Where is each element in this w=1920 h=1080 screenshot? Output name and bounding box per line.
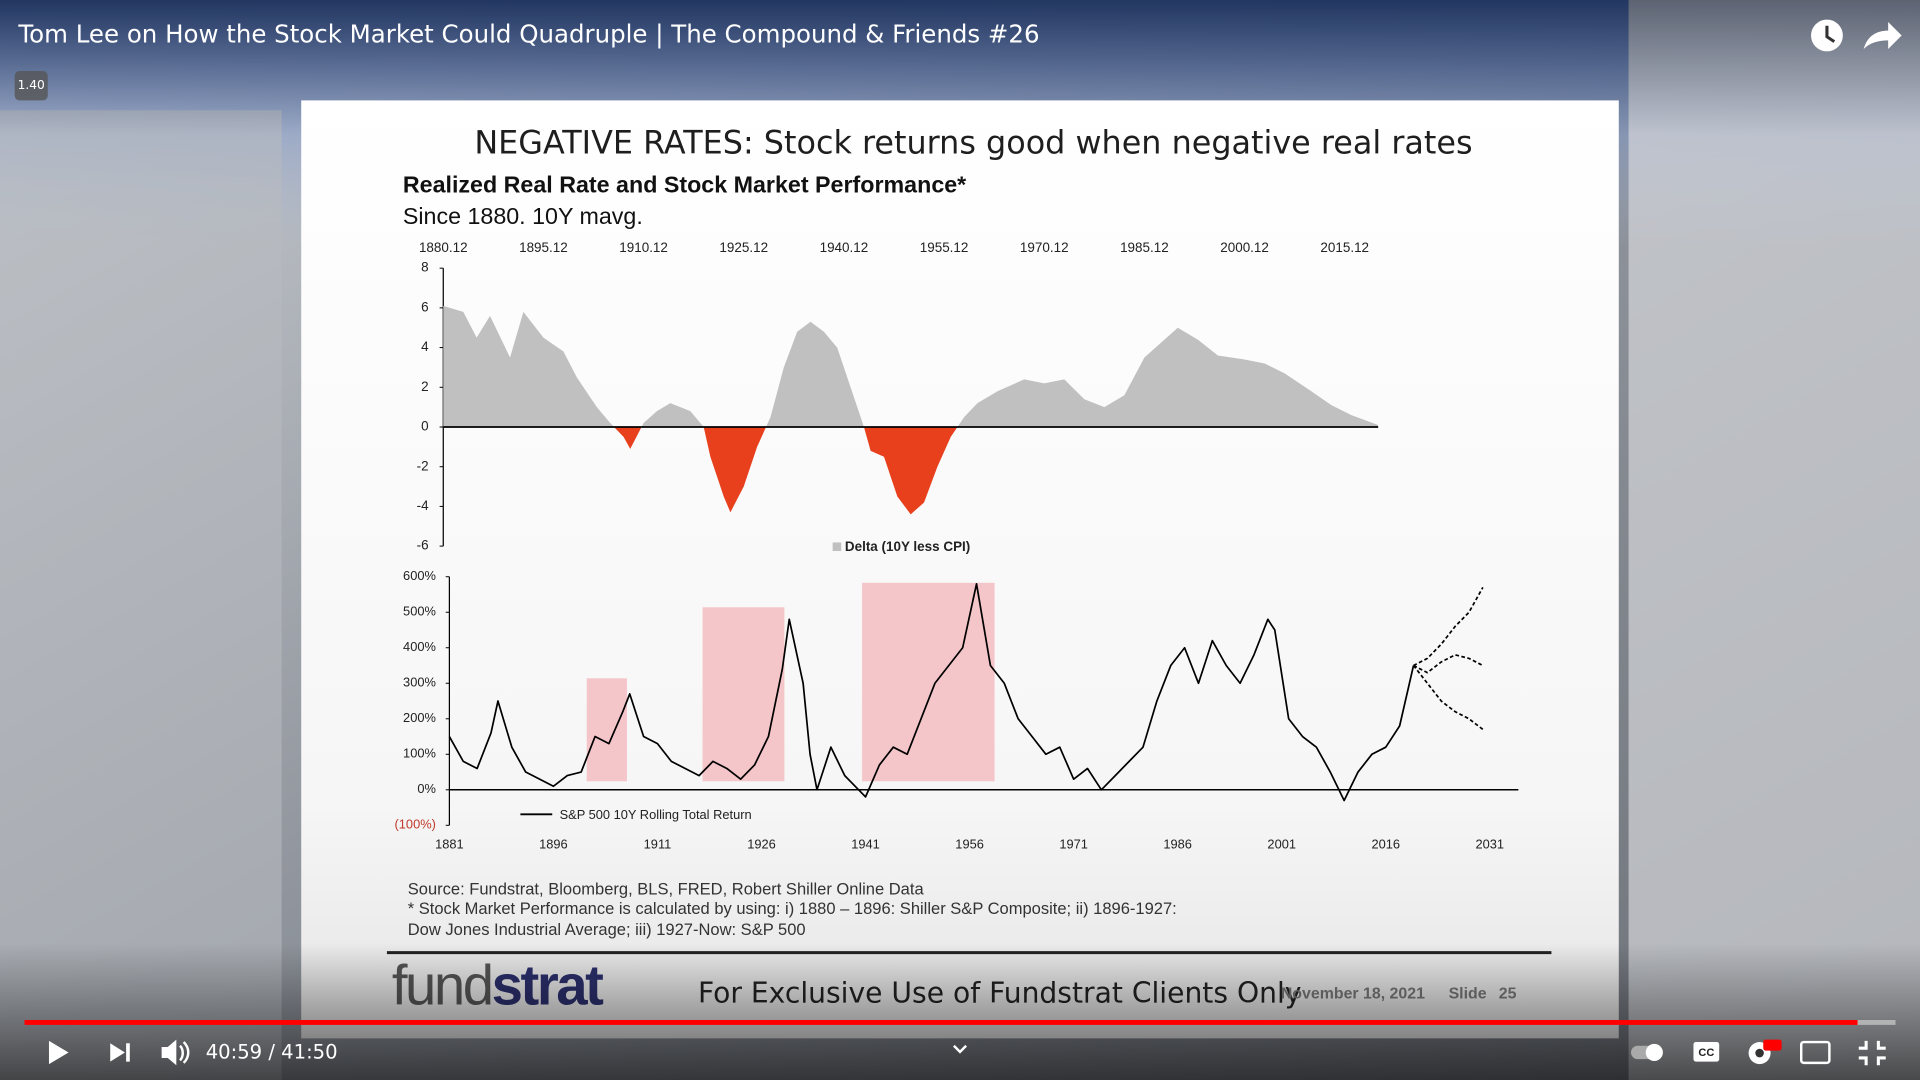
slide — [301, 100, 1619, 1039]
cast-button[interactable] — [1800, 1040, 1831, 1065]
x-tick-label: 1985.12 — [1120, 240, 1169, 255]
note: Dow Jones Industrial Average; iii) 1927-… — [408, 920, 806, 939]
x-tick-label: 2001 — [1267, 836, 1296, 851]
next-button[interactable] — [110, 1043, 130, 1062]
progress-played[interactable] — [24, 1020, 1858, 1025]
settings-button[interactable] — [1748, 1039, 1782, 1065]
series-line — [448, 582, 1415, 802]
projection-line — [1413, 586, 1484, 667]
speed-badge — [14, 71, 48, 101]
chapters-toggle[interactable] — [953, 1044, 967, 1054]
video-title[interactable]: Tom Lee on How the Stock Market Could Qu… — [17, 20, 1039, 49]
y-tick-label: 600% — [403, 568, 436, 583]
x-tick-label: 1986 — [1163, 836, 1192, 851]
x-tick-label: 1970.12 — [1020, 240, 1069, 255]
legend-swatch — [832, 542, 842, 552]
autoplay-toggle[interactable] — [1631, 1043, 1663, 1062]
volume-button[interactable] — [161, 1039, 190, 1066]
slide-content: NEGATIVE RATES: Stock returns good when … — [386, 123, 1552, 1016]
bottom-fade — [0, 942, 1920, 1080]
x-tick-label: 2015.12 — [1320, 240, 1369, 255]
x-tick-label: 2000.12 — [1220, 240, 1269, 255]
note: * Stock Market Performance is calculated… — [408, 899, 1177, 918]
captions-button[interactable]: CC — [1693, 1042, 1720, 1062]
x-tick-label: 1926 — [747, 836, 776, 851]
y-tick-label: 400% — [403, 639, 436, 654]
y-tick-label: -2 — [417, 458, 429, 473]
y-tick-label: 300% — [403, 675, 436, 690]
building-right — [1628, 0, 1920, 1080]
building-left — [0, 110, 282, 1080]
play-button[interactable] — [48, 1040, 69, 1065]
x-tick-label: 1895.12 — [519, 240, 568, 255]
x-tick-label: 1955.12 — [920, 240, 969, 255]
y-tick-label: -6 — [417, 538, 429, 553]
legend-label: Delta (10Y less CPI) — [845, 539, 970, 554]
y-tick-label: 4 — [421, 339, 429, 354]
x-tick-label: 1911 — [644, 836, 672, 851]
chart-title: Realized Real Rate and Stock Market Perf… — [403, 171, 967, 197]
charts: -6 -4 -2 0 2 4 6 8 1880.12 1895.12 1910.12 1925.12 1… — [395, 240, 1519, 851]
x-tick-label: 1956 — [955, 836, 984, 851]
slide-title: NEGATIVE RATES: Stock returns good when … — [474, 123, 1472, 161]
highlight-period — [586, 678, 627, 782]
y-tick-label: 100% — [403, 746, 436, 761]
progress-remaining[interactable] — [1857, 1020, 1896, 1025]
highlight-period — [862, 582, 995, 782]
legend-label: S&P 500 10Y Rolling Total Return — [560, 807, 752, 822]
x-tick-label: 1971 — [1059, 836, 1088, 851]
y-tick-label: -4 — [417, 498, 429, 513]
time-display: 40:59 / 41:50 — [206, 1041, 338, 1064]
speed-text: 1.40 — [18, 78, 45, 92]
note: Source: Fundstrat, Bloomberg, BLS, FRED,… — [408, 880, 925, 899]
highlight-period — [702, 607, 785, 782]
y-tick-label: 6 — [421, 299, 428, 314]
svg-text:CC: CC — [1698, 1047, 1714, 1059]
x-tick-label: 1881 — [435, 836, 464, 851]
y-tick-label: 2 — [421, 379, 428, 394]
y-tick-label: 8 — [421, 260, 428, 275]
watch-later-button[interactable] — [1811, 19, 1843, 52]
y-tick-label: 500% — [403, 604, 436, 619]
y-tick-label: (100%) — [395, 817, 436, 832]
projection-line — [1412, 664, 1484, 731]
y-tick-label: 0 — [421, 419, 428, 434]
y-tick-label: 200% — [403, 710, 436, 725]
y-tick-label: 0% — [417, 781, 436, 796]
area — [443, 305, 1379, 515]
chart-subtitle: Since 1880. 10Y mavg. — [403, 203, 643, 229]
x-tick-label: 2016 — [1371, 836, 1400, 851]
x-tick-label: 1925.12 — [719, 240, 768, 255]
x-tick-label: 1896 — [539, 836, 568, 851]
projection-line — [1413, 653, 1484, 674]
x-tick-label: 1941 — [851, 836, 880, 851]
x-tick-label: 2031 — [1476, 836, 1505, 851]
x-tick-label: 1880.12 — [419, 240, 468, 255]
x-tick-label: 1940.12 — [820, 240, 869, 255]
x-tick-label: 1910.12 — [619, 240, 668, 255]
exit-fullscreen-button[interactable] — [1858, 1040, 1886, 1066]
share-button[interactable] — [1863, 22, 1902, 49]
